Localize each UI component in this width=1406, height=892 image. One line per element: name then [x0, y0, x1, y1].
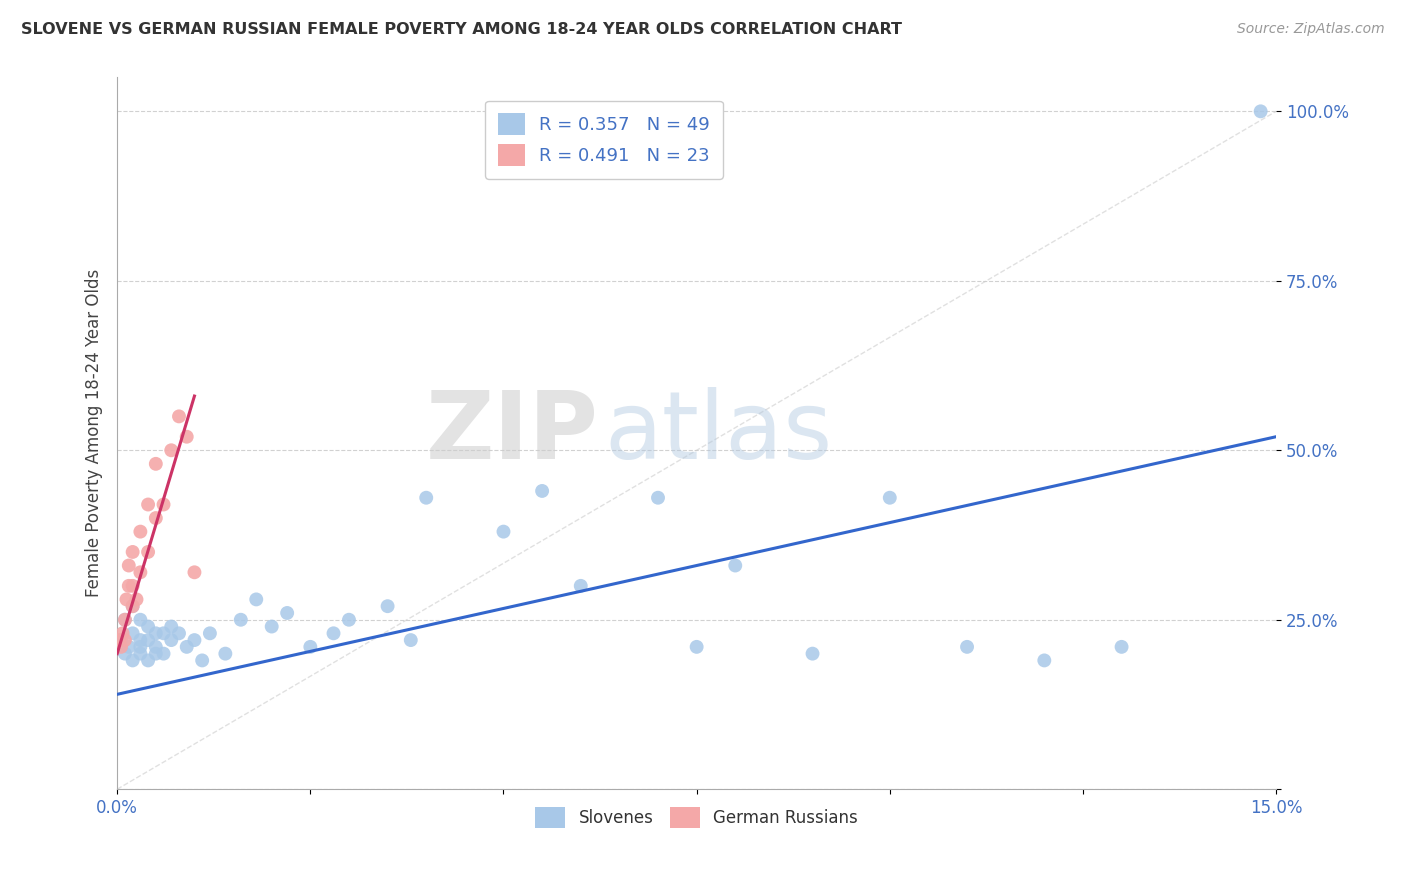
Point	[129, 633, 152, 648]
Point	[121, 599, 143, 614]
Point	[152, 626, 174, 640]
Text: atlas: atlas	[605, 387, 832, 479]
Point	[198, 626, 221, 640]
Point	[145, 511, 167, 525]
Point	[145, 626, 167, 640]
Point	[176, 640, 198, 654]
Point	[956, 640, 979, 654]
Point	[1033, 653, 1056, 667]
Point	[160, 619, 183, 633]
Point	[110, 640, 132, 654]
Point	[229, 613, 252, 627]
Point	[136, 545, 159, 559]
Point	[152, 498, 174, 512]
Point	[647, 491, 669, 505]
Point	[191, 653, 214, 667]
Point	[118, 579, 141, 593]
Point	[114, 647, 136, 661]
Point	[322, 626, 344, 640]
Point	[183, 633, 205, 648]
Point	[569, 579, 592, 593]
Point	[531, 483, 554, 498]
Point	[337, 613, 360, 627]
Point	[121, 599, 143, 614]
Point	[115, 592, 138, 607]
Point	[245, 592, 267, 607]
Point	[121, 579, 143, 593]
Point	[121, 545, 143, 559]
Point	[136, 498, 159, 512]
Point	[125, 592, 148, 607]
Point	[260, 619, 283, 633]
Point	[183, 566, 205, 580]
Point	[129, 524, 152, 539]
Point	[108, 633, 131, 648]
Point	[492, 524, 515, 539]
Point	[152, 647, 174, 661]
Point	[145, 640, 167, 654]
Point	[299, 640, 322, 654]
Text: Source: ZipAtlas.com: Source: ZipAtlas.com	[1237, 22, 1385, 37]
Point	[114, 613, 136, 627]
Text: SLOVENE VS GERMAN RUSSIAN FEMALE POVERTY AMONG 18-24 YEAR OLDS CORRELATION CHART: SLOVENE VS GERMAN RUSSIAN FEMALE POVERTY…	[21, 22, 903, 37]
Point	[167, 409, 190, 424]
Point	[114, 613, 136, 627]
Point	[879, 491, 901, 505]
Point	[276, 606, 298, 620]
Point	[136, 653, 159, 667]
Point	[214, 647, 236, 661]
Point	[415, 491, 437, 505]
Point	[136, 633, 159, 648]
Text: ZIP: ZIP	[425, 387, 598, 479]
Point	[801, 647, 824, 661]
Point	[121, 626, 143, 640]
Legend: Slovenes, German Russians: Slovenes, German Russians	[529, 801, 865, 834]
Point	[118, 640, 141, 654]
Point	[399, 633, 422, 648]
Point	[114, 633, 136, 648]
Point	[145, 457, 167, 471]
Point	[118, 558, 141, 573]
Y-axis label: Female Poverty Among 18-24 Year Olds: Female Poverty Among 18-24 Year Olds	[86, 269, 103, 598]
Point	[176, 430, 198, 444]
Point	[129, 566, 152, 580]
Point	[724, 558, 747, 573]
Point	[160, 443, 183, 458]
Point	[129, 613, 152, 627]
Point	[110, 633, 132, 648]
Point	[129, 647, 152, 661]
Point	[121, 653, 143, 667]
Point	[377, 599, 399, 614]
Point	[685, 640, 707, 654]
Point	[160, 633, 183, 648]
Point	[111, 626, 134, 640]
Point	[136, 619, 159, 633]
Point	[129, 640, 152, 654]
Point	[1250, 104, 1272, 119]
Point	[1111, 640, 1133, 654]
Point	[167, 626, 190, 640]
Point	[145, 647, 167, 661]
